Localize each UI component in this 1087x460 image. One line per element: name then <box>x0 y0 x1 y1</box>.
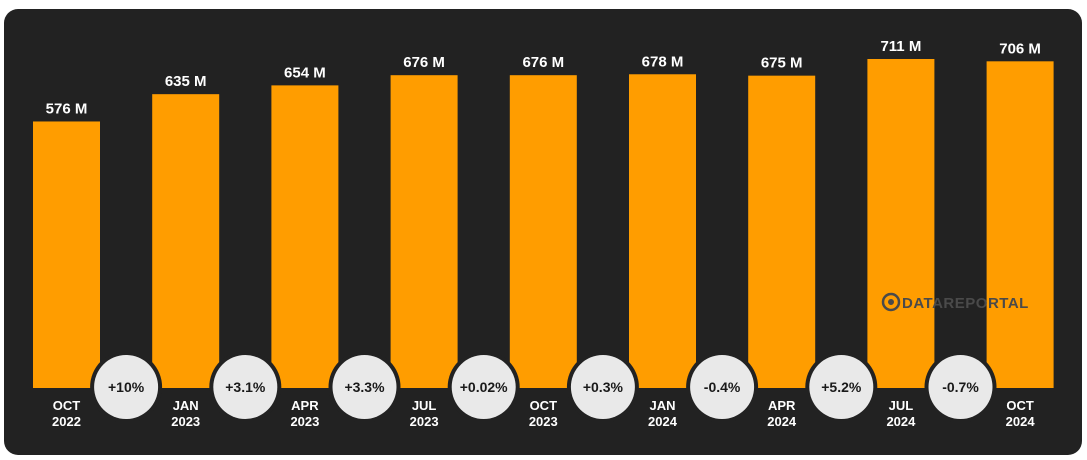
x-tick-label: JAN 2024 <box>648 398 678 429</box>
x-tick-label: APR 2023 <box>290 398 319 429</box>
bar-jul-2024 <box>867 59 935 388</box>
x-tick-label: JAN 2023 <box>171 398 200 429</box>
change-bubble <box>690 355 755 419</box>
bar-apr-2024 <box>748 75 816 388</box>
bar-jul-2023 <box>390 75 458 388</box>
value-label: 635 M <box>165 73 207 90</box>
value-label: 678 M <box>642 53 684 70</box>
bar-jan-2024 <box>629 74 696 388</box>
watermark: DATAREPORTAL <box>881 292 1029 312</box>
x-tick-label: JUL 2024 <box>886 398 916 429</box>
labels-layer: 576 M OCT 2022 635 M JAN 2023 654 M APR 2023 676 … <box>46 38 1041 429</box>
value-label: 576 M <box>46 100 88 117</box>
value-label: 676 M <box>522 54 564 71</box>
x-tick-label: APR 2024 <box>767 398 797 429</box>
value-label: 654 M <box>284 64 326 81</box>
change-bubble <box>570 355 635 419</box>
change-label: +3.1% <box>225 379 266 395</box>
value-label: 676 M <box>403 54 445 71</box>
watermark-text: DATAREPORTAL <box>902 295 1029 312</box>
bar-oct-2023 <box>509 75 577 388</box>
bar-chart: DATAREPORTAL 576 M OCT 2022 635 M JAN 2023 654… <box>33 38 1054 429</box>
change-label: +10% <box>108 379 145 395</box>
x-tick-label: JUL 2023 <box>410 398 439 429</box>
chart-panel: DATAREPORTAL 576 M OCT 2022 635 M JAN 2023 654… <box>4 9 1082 455</box>
x-tick-label: OCT 2023 <box>529 398 558 429</box>
change-bubble <box>451 355 516 419</box>
change-label: +0.3% <box>583 379 624 395</box>
change-bubble <box>809 355 874 419</box>
bar-jan-2023 <box>152 94 220 389</box>
change-label: +3.3% <box>344 379 385 395</box>
change-bubble <box>94 355 159 419</box>
bar-apr-2023 <box>271 85 339 389</box>
change-bubble <box>213 355 278 419</box>
bar-oct-2024 <box>986 61 1054 388</box>
change-label: +0.02% <box>460 379 508 395</box>
value-label: 675 M <box>761 55 803 72</box>
x-tick-label: OCT 2022 <box>52 398 81 429</box>
change-bubbles: +10% +3.1% +3.3% +0.02% +0.3% -0.4% +5.2% -0.7% <box>90 351 997 423</box>
change-bubble <box>928 355 993 419</box>
change-label: +5.2% <box>821 379 862 395</box>
bar-oct-2022 <box>33 121 100 388</box>
x-tick-label: OCT 2024 <box>1006 398 1036 429</box>
change-label: -0.4% <box>704 379 741 395</box>
change-bubble <box>332 355 397 419</box>
value-label: 706 M <box>999 40 1041 57</box>
value-label: 711 M <box>880 38 921 55</box>
datareportal-logo-icon <box>881 292 901 312</box>
change-label: -0.7% <box>942 379 979 395</box>
bars-layer <box>33 59 1054 389</box>
